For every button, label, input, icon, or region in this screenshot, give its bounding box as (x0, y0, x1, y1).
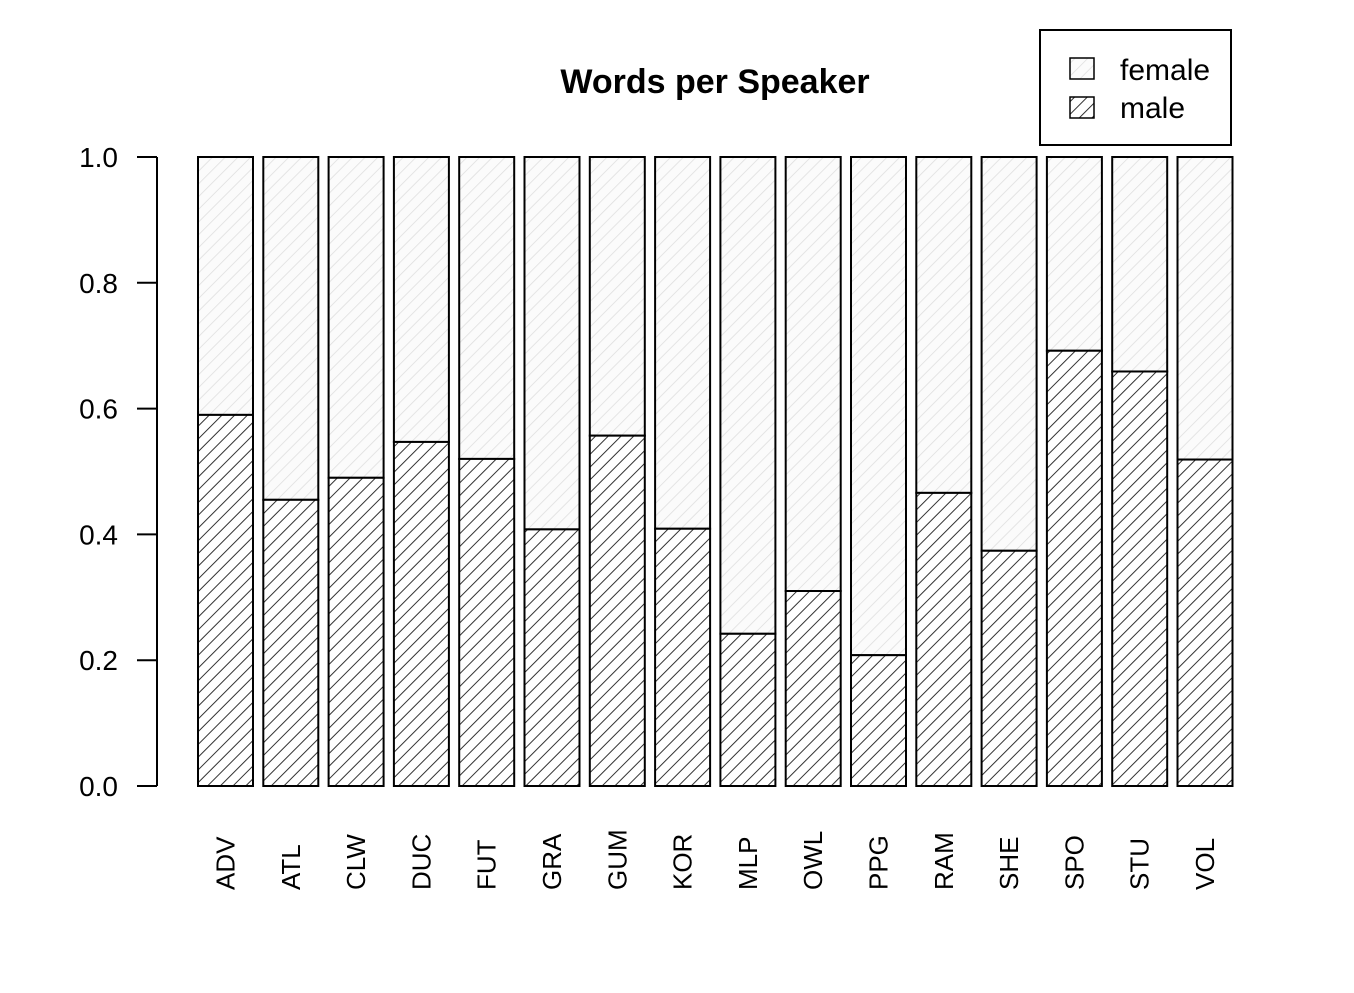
bar-segment-female (850, 156, 907, 657)
bar-stu (1111, 156, 1169, 787)
x-tick-label: VOL (1190, 838, 1220, 890)
y-tick-label: 0.8 (79, 268, 118, 299)
bar-segment-female (980, 156, 1038, 552)
bar-segment-female (1111, 156, 1169, 373)
bar-segment-male (1045, 349, 1103, 787)
bar-segment-male (458, 457, 516, 787)
x-tick-label: DUC (406, 834, 436, 890)
bar-segment-female (523, 156, 581, 531)
x-tick-label: ATL (276, 844, 306, 890)
bar-kor (654, 156, 712, 787)
chart-title: Words per Speaker (560, 63, 869, 101)
y-tick-label: 0.0 (79, 771, 118, 802)
bar-atl (262, 156, 320, 787)
bar-gra (523, 156, 581, 787)
legend-swatch-male (1069, 96, 1095, 119)
x-tick-label: KOR (668, 834, 698, 890)
bar-segment-male (850, 654, 907, 788)
bar-segment-female (197, 156, 254, 416)
bar-segment-female (392, 156, 450, 443)
y-axis: 0.0 0.2 0.4 0.6 0.8 1.0 (79, 142, 158, 802)
x-tick-label: STU (1125, 838, 1155, 890)
x-tick-label: ADV (211, 836, 241, 890)
bar-segment-male (588, 434, 646, 787)
bar-segment-male (327, 476, 385, 787)
bar-segment-female (1045, 156, 1103, 352)
y-tick-label: 1.0 (79, 142, 118, 173)
bar-segment-male (262, 498, 320, 787)
x-tick-label: CLW (341, 834, 371, 890)
bars-group (197, 156, 1234, 788)
bar-spo (1045, 156, 1103, 787)
bar-segment-male (915, 491, 973, 787)
bar-segment-female (588, 156, 646, 437)
bar-she (980, 156, 1038, 788)
bar-segment-male (392, 440, 450, 787)
y-tick-label: 0.4 (79, 519, 118, 550)
bar-segment-female (327, 156, 385, 479)
bar-adv (197, 156, 254, 787)
bar-segment-female (262, 156, 320, 501)
x-tick-label: SPO (1059, 835, 1089, 890)
bar-segment-female (1176, 156, 1234, 461)
bar-vol (1176, 156, 1234, 787)
bar-segment-male (784, 590, 842, 788)
bar-segment-female (915, 156, 973, 494)
bar-fut (458, 156, 516, 787)
y-tick-label: 0.2 (79, 645, 118, 676)
x-tick-label: SHE (994, 837, 1024, 890)
legend-label-male: male (1120, 92, 1185, 125)
bar-segment-male (719, 632, 777, 787)
y-tick-label: 0.6 (79, 394, 118, 425)
legend-label-female: female (1120, 54, 1210, 87)
bar-segment-male (197, 413, 254, 787)
x-tick-label: OWL (798, 831, 828, 890)
x-tick-label: FUT (472, 839, 502, 890)
bar-gum (588, 156, 646, 787)
x-tick-label: PPG (864, 835, 894, 890)
bar-segment-female (784, 156, 842, 593)
x-axis-labels: ADV ATL CLW DUC FUT GRA GUM KOR MLP OWL PPG RAM SHE S… (211, 829, 1221, 890)
x-tick-label: RAM (929, 832, 959, 890)
legend-swatch-female (1069, 57, 1095, 80)
bar-mlp (719, 156, 777, 787)
bar-segment-male (1176, 458, 1234, 787)
bar-segment-female (458, 156, 516, 460)
legend: female male (1039, 29, 1232, 146)
bar-owl (784, 156, 842, 788)
bar-segment-female (654, 156, 712, 530)
x-tick-label: MLP (733, 837, 763, 890)
bar-duc (392, 156, 450, 787)
bar-segment-male (523, 528, 581, 787)
x-tick-label: GRA (537, 833, 567, 890)
bar-ram (915, 156, 973, 787)
bar-segment-female (719, 156, 777, 635)
bar-segment-male (980, 549, 1038, 788)
bar-segment-male (654, 527, 712, 787)
bar-clw (327, 156, 385, 787)
legend-box (1039, 29, 1232, 146)
x-tick-label: GUM (602, 829, 632, 890)
bar-ppg (850, 156, 907, 788)
bar-segment-male (1111, 370, 1169, 787)
